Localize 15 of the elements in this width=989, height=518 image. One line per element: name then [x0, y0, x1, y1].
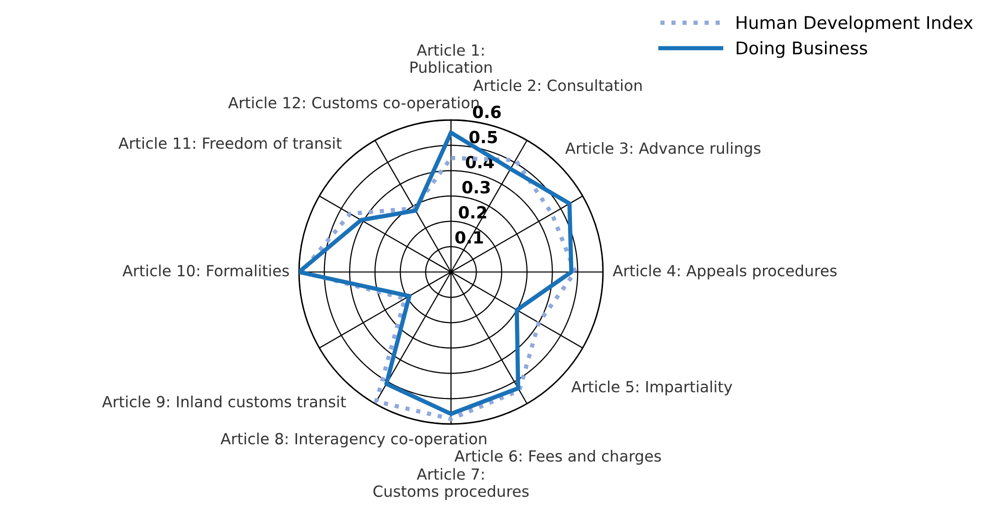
spoke-label: Article 10: Formalities [122, 264, 289, 276]
y-tick-label: 0.5 [469, 130, 497, 144]
y-tick-label: 0.3 [462, 180, 490, 194]
legend-label: Doing Business [736, 41, 868, 58]
spoke-label: Article 8: Interagency co-operation [220, 432, 486, 448]
spoke-label: Article 3: Advance rulings [565, 142, 760, 157]
spoke-label: Article 11: Freedom of transit [118, 137, 342, 149]
spoke-label: Article 9: Inland customs transit [102, 396, 346, 408]
spoke-label: Article 7: Customs procedures [373, 468, 529, 500]
spoke-label: Article 1: Publication [410, 44, 492, 73]
spoke-label: Article 6: Fees and charges [454, 450, 661, 465]
spoke-label: Article 5: Impartiality [571, 380, 732, 396]
legend-label: Human Development Index [736, 16, 973, 32]
spoke-label: Article 2: Consultation [473, 79, 642, 92]
spoke-label: Article 4: Appeals procedures [612, 264, 837, 280]
